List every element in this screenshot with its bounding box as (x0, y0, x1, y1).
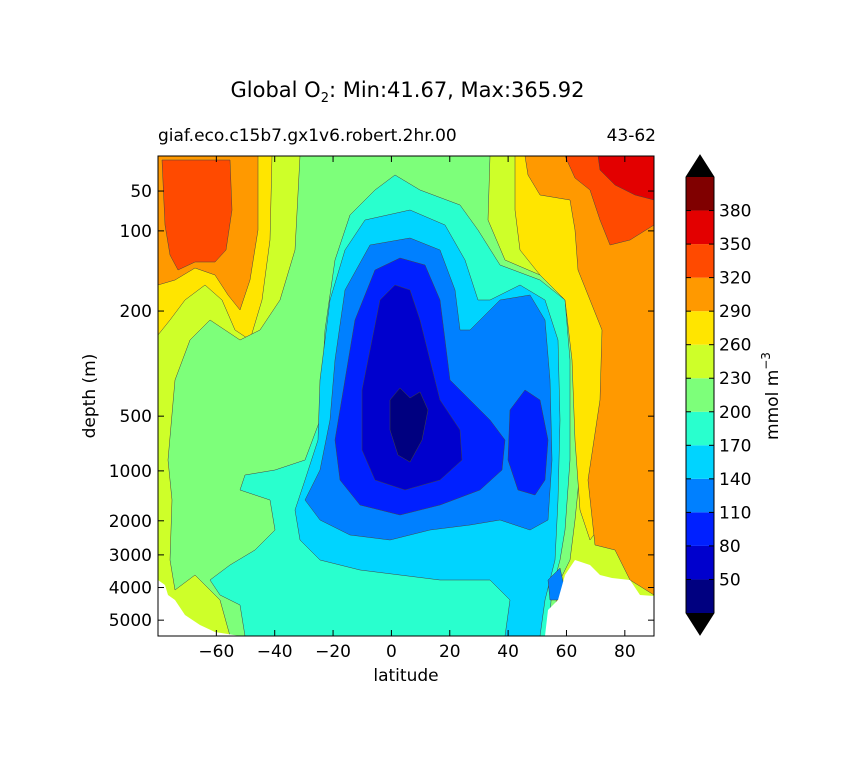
y-tick-label: 3000 (109, 546, 152, 566)
colorbar-segment (686, 378, 714, 412)
colorbar-segment (686, 512, 714, 546)
chart-title: Global O2: Min:41.67, Max:365.92 (230, 78, 585, 107)
colorbar-tick-label: 140 (719, 470, 751, 490)
colorbar-segment (686, 478, 714, 513)
colorbar-tick-label: 50 (719, 570, 741, 590)
y-tick-label: 100 (120, 222, 152, 242)
y-tick-label: 2000 (109, 512, 152, 532)
colorbar-segment (686, 177, 714, 211)
x-tick-label: 20 (439, 642, 461, 662)
x-tick-label: 40 (497, 642, 519, 662)
x-tick-label: 60 (556, 642, 578, 662)
colorbar-tick-label: 200 (719, 403, 751, 423)
x-tick-label: −40 (257, 642, 293, 662)
seafloor-mask-north (545, 560, 654, 636)
x-tick-label: 80 (614, 642, 636, 662)
y-tick-label: 50 (130, 182, 152, 202)
colorbar-tick-label: 230 (719, 369, 751, 389)
run-name-label: giaf.eco.c15b7.gx1v6.robert.2hr.00 (158, 126, 457, 146)
x-axis: −60 −40 −20 0 20 40 60 80 (198, 156, 636, 662)
x-tick-label: −20 (315, 642, 351, 662)
contour-band-20 (389, 387, 429, 463)
colorbar-extend-max (686, 155, 714, 177)
colorbar-tick-label: 110 (719, 503, 751, 523)
colorbar: 50 80 110 140 170 200 230 260 290 320 350 380 (685, 154, 751, 636)
colorbar-tick-label: 260 (719, 336, 751, 356)
x-axis-label: latitude (373, 666, 438, 686)
colorbar-segment (686, 445, 714, 479)
year-range-label: 43-62 (606, 126, 656, 146)
contour-band-80-north (507, 389, 549, 496)
x-tick-label: −60 (198, 642, 234, 662)
colorbar-segment (686, 244, 714, 278)
colorbar-segment (686, 411, 714, 446)
contour-band-290-north (524, 156, 654, 596)
y-tick-label: 4000 (109, 579, 152, 599)
contour-band-350-north (597, 156, 654, 201)
plot-frame (157, 155, 655, 637)
colorbar-segment (686, 344, 714, 379)
colorbar-tick-label: 350 (719, 235, 751, 255)
y-tick-label: 1000 (109, 462, 152, 482)
colorbar-segment (686, 579, 714, 613)
colorbar-extend-min (686, 613, 714, 635)
y-tick-label: 500 (120, 407, 152, 427)
colorbar-tick-label: 170 (719, 436, 751, 456)
colorbar-segment (686, 545, 714, 580)
seafloor-mask-south (158, 580, 240, 636)
y-tick-label: 200 (120, 302, 152, 322)
colorbar-segment (686, 277, 714, 312)
colorbar-segment (686, 210, 714, 245)
contour-band-320-south (161, 159, 233, 271)
contour-field (158, 156, 654, 636)
colorbar-outline (685, 154, 715, 636)
colorbar-tick-label: 380 (719, 202, 751, 222)
colorbar-tick-label: 290 (719, 302, 751, 322)
colorbar-segment (686, 311, 714, 345)
y-tick-label: 5000 (109, 611, 152, 631)
colorbar-tick-label: 80 (719, 537, 741, 557)
contour-band-50 (361, 284, 463, 491)
x-tick-label: 0 (386, 642, 397, 662)
y-axis: 50 100 200 500 1000 2000 3000 4000 5000 (109, 182, 654, 631)
colorbar-label: mmol m−3 (759, 352, 783, 440)
colorbar-tick-label: 320 (719, 269, 751, 289)
y-axis-label: depth (m) (80, 354, 100, 439)
